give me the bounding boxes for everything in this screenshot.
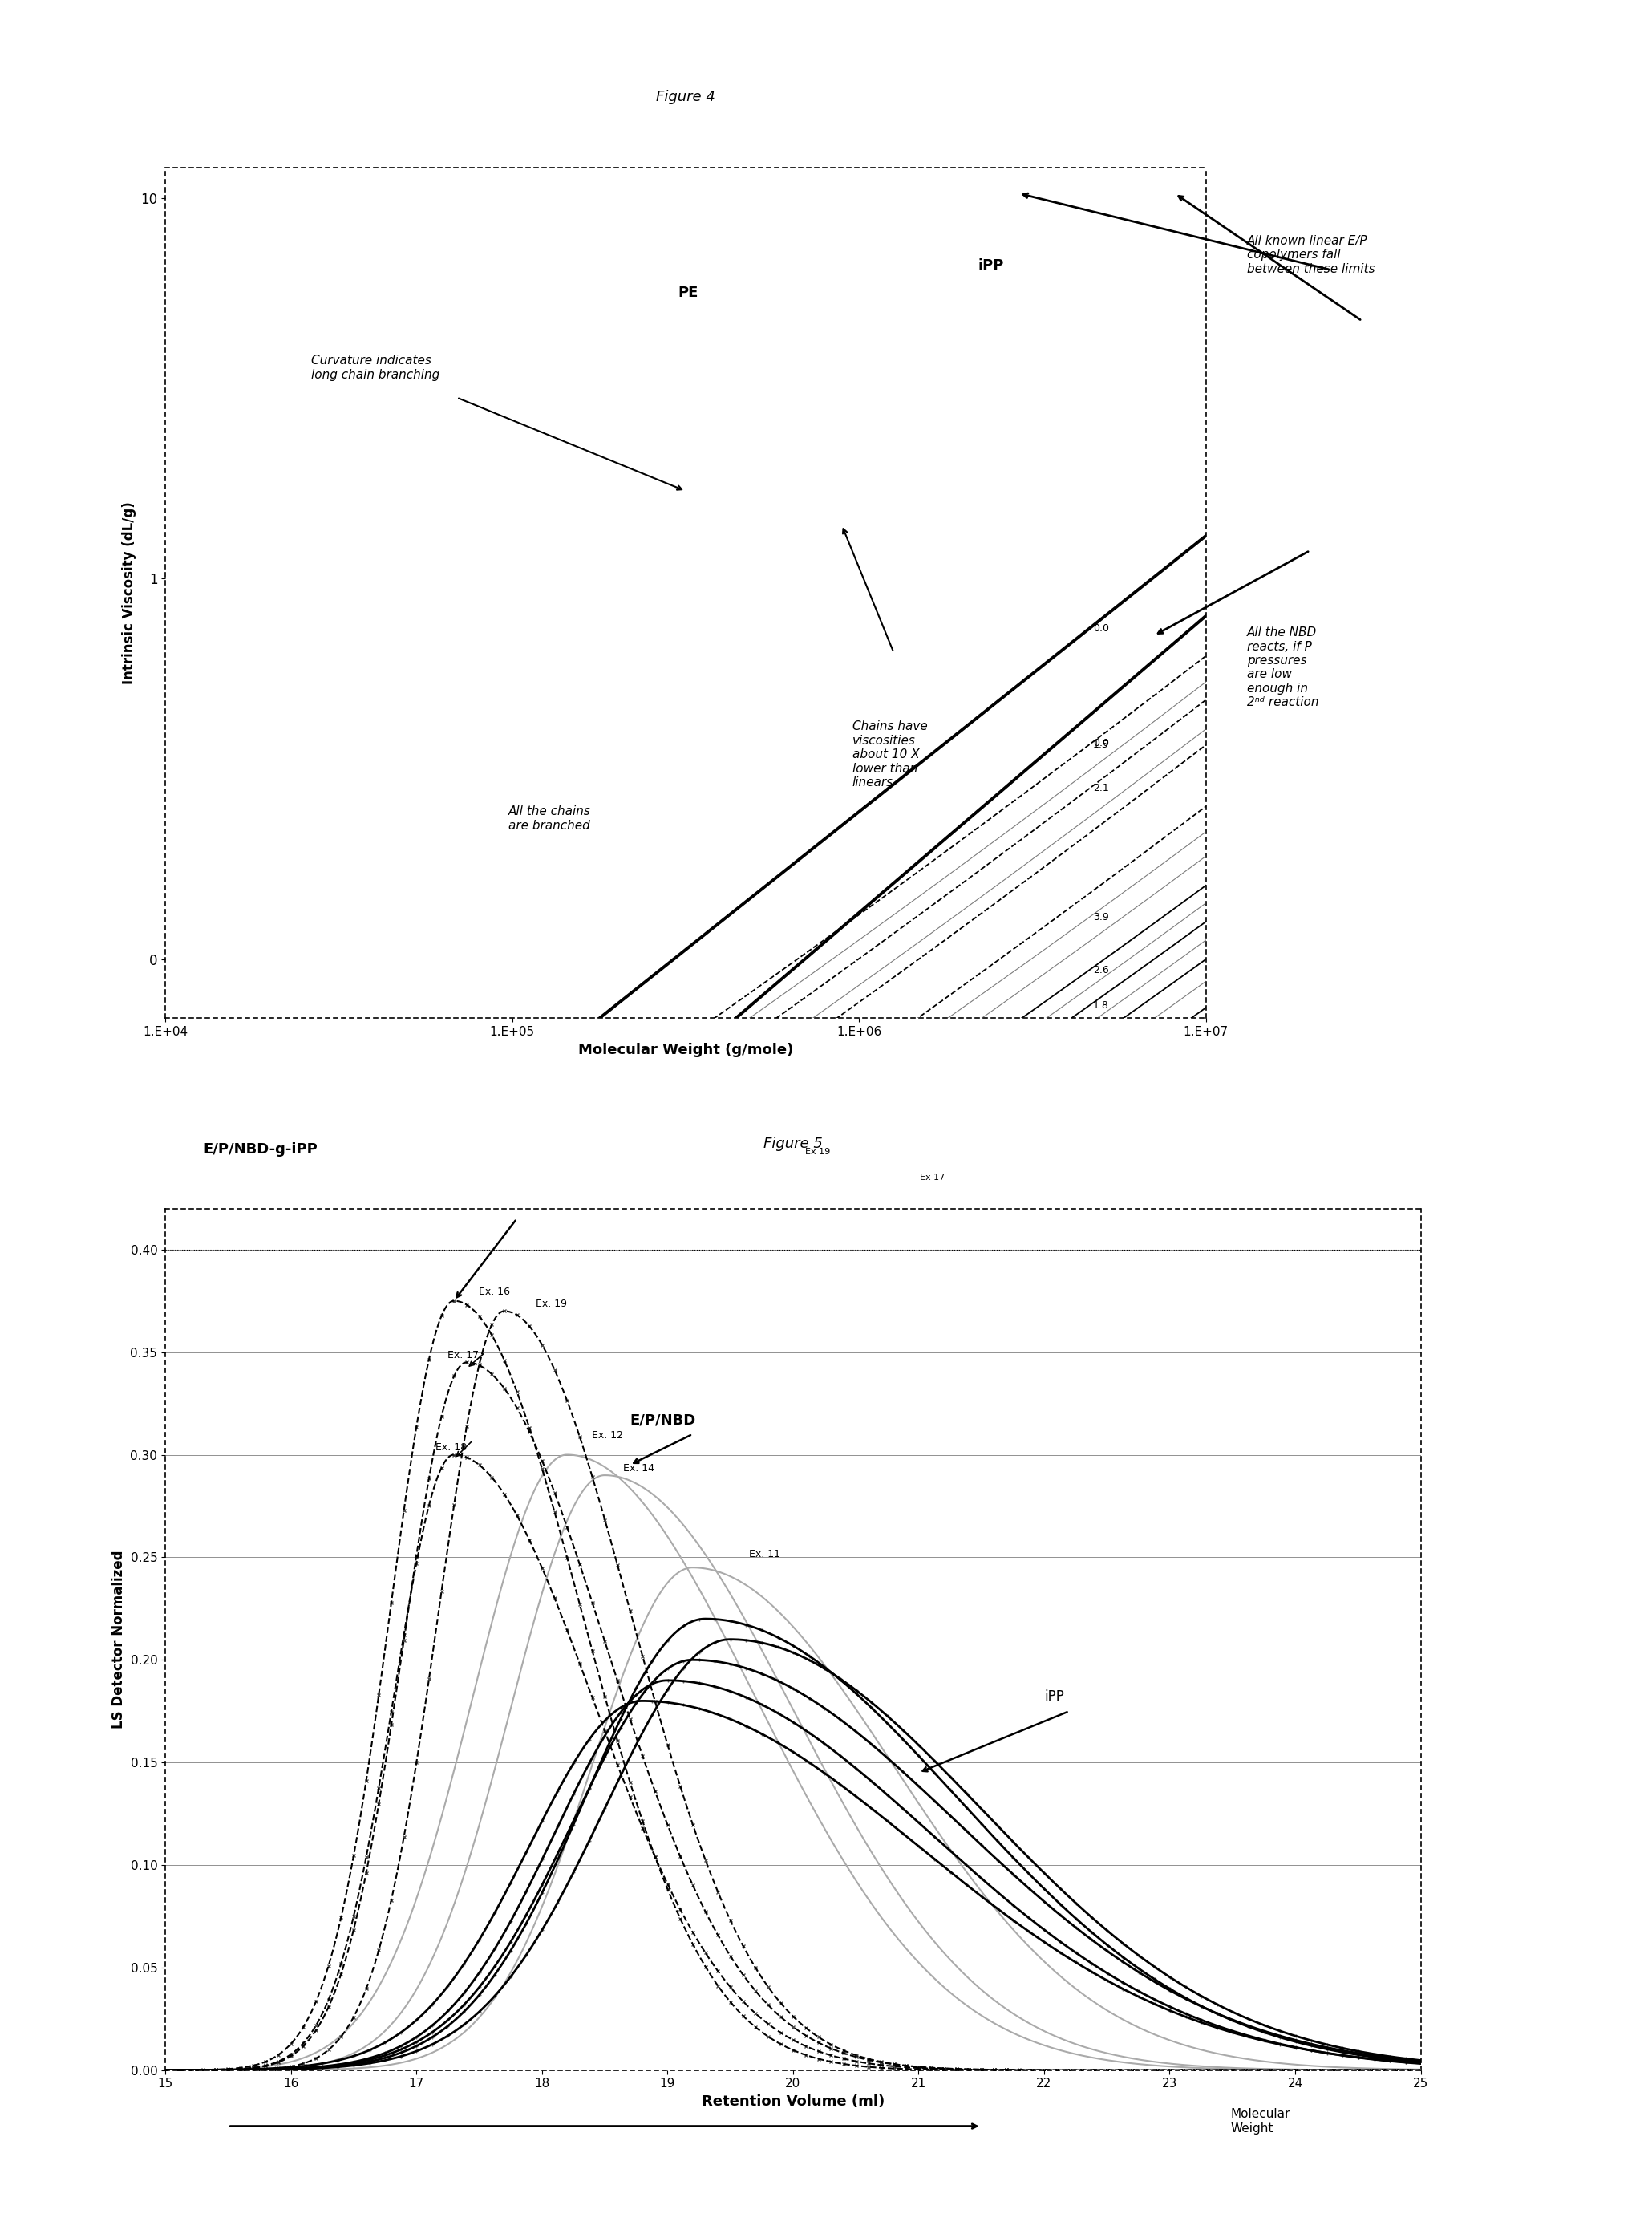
Text: E/P/NBD-g-iPP: E/P/NBD-g-iPP bbox=[203, 1141, 317, 1157]
Text: Molecular
Weight: Molecular Weight bbox=[1231, 2108, 1290, 2135]
Text: Figure 4: Figure 4 bbox=[656, 90, 715, 103]
Text: Ex. 11: Ex. 11 bbox=[748, 1549, 780, 1560]
Text: Ex 15: Ex 15 bbox=[216, 1325, 241, 1334]
Text: 0.0: 0.0 bbox=[1094, 624, 1108, 633]
Text: Ex 14: Ex 14 bbox=[244, 1350, 271, 1358]
Text: All known linear E/P
copolymers fall
between these limits: All known linear E/P copolymers fall bet… bbox=[1247, 235, 1374, 275]
Text: PE: PE bbox=[677, 286, 699, 300]
Text: All the chains
are branched: All the chains are branched bbox=[509, 806, 591, 833]
Text: Curvature indicates
long chain branching: Curvature indicates long chain branching bbox=[311, 356, 439, 380]
Text: Ex 19: Ex 19 bbox=[805, 1148, 831, 1157]
Text: 2.1: 2.1 bbox=[1094, 783, 1108, 794]
Text: Ex. 12: Ex. 12 bbox=[591, 1430, 623, 1441]
Text: Ex. 17: Ex. 17 bbox=[448, 1350, 479, 1361]
Text: Ex. 19: Ex. 19 bbox=[535, 1298, 567, 1309]
Text: 0.0: 0.0 bbox=[1094, 739, 1108, 747]
X-axis label: Retention Volume (ml): Retention Volume (ml) bbox=[702, 2095, 884, 2108]
Text: 3.9: 3.9 bbox=[1094, 911, 1108, 922]
Text: Chains have
viscosities
about 10 X
lower than
linears: Chains have viscosities about 10 X lower… bbox=[852, 721, 927, 788]
X-axis label: Molecular Weight (g/mole): Molecular Weight (g/mole) bbox=[578, 1043, 793, 1056]
Y-axis label: Intrinsic Viscosity (dL/g): Intrinsic Viscosity (dL/g) bbox=[122, 501, 135, 685]
Text: iPP: iPP bbox=[978, 257, 1004, 273]
Text: Ex 13: Ex 13 bbox=[205, 1468, 230, 1477]
Text: 2.6: 2.6 bbox=[1094, 965, 1108, 976]
Text: iPP: iPP bbox=[1044, 1690, 1064, 1703]
Text: Ex 16: Ex 16 bbox=[768, 1235, 795, 1244]
Text: Figure 5: Figure 5 bbox=[763, 1137, 823, 1150]
Text: All the NBD
reacts, if P
pressures
are low
enough in
2ⁿᵈ reaction: All the NBD reacts, if P pressures are l… bbox=[1247, 627, 1318, 709]
Text: Ex 11: Ex 11 bbox=[187, 1535, 211, 1542]
Y-axis label: LS Detector Normalized: LS Detector Normalized bbox=[111, 1551, 126, 1728]
Text: Ex. 18: Ex. 18 bbox=[434, 1444, 466, 1452]
Text: Ex 18: Ex 18 bbox=[269, 1627, 294, 1634]
Text: Ex 17: Ex 17 bbox=[920, 1173, 945, 1182]
Text: 1.5: 1.5 bbox=[1094, 739, 1108, 750]
Text: 1.8: 1.8 bbox=[1094, 1000, 1108, 1012]
Text: Ex. 14: Ex. 14 bbox=[623, 1464, 654, 1473]
Text: Ex. 16: Ex. 16 bbox=[479, 1287, 510, 1298]
Text: Ex 12: Ex 12 bbox=[254, 1705, 279, 1714]
Text: E/P/NBD: E/P/NBD bbox=[629, 1412, 695, 1428]
